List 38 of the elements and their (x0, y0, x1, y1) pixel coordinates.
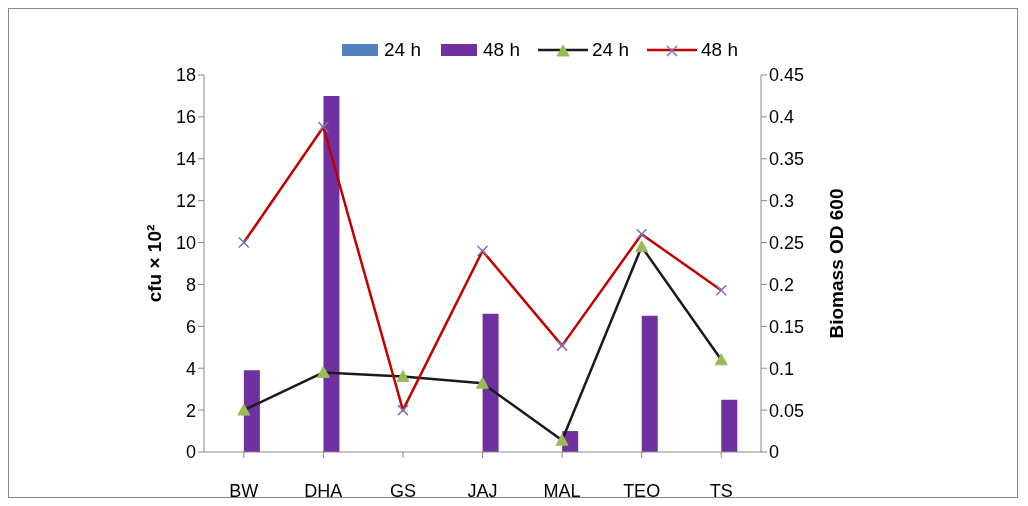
y2-tick-label: 0.2 (769, 274, 795, 295)
y-tick-label: 0 (185, 442, 196, 463)
bar (243, 370, 260, 452)
bar (482, 313, 499, 452)
y2-tick-label: 0.35 (769, 149, 805, 170)
y-tick-label: 4 (185, 358, 196, 379)
bar (641, 315, 658, 452)
x-tick-label: TS (709, 480, 733, 501)
x-tick-label: GS (389, 480, 416, 501)
y-tick-label: 6 (185, 316, 196, 337)
bar (721, 399, 738, 452)
x-tick-label: TEO (623, 480, 661, 501)
y-tick-label: 18 (175, 65, 196, 86)
y-tick-label: 2 (185, 400, 196, 421)
y2-tick-label: 0 (769, 442, 780, 463)
y-tick-label: 10 (175, 232, 196, 253)
y2-tick-label: 0.25 (769, 232, 805, 253)
y2-tick-label: 0.4 (769, 107, 795, 128)
y2-tick-label: 0.3 (769, 191, 795, 212)
legend-label: 48 h (483, 39, 520, 61)
legend-label: 24 h (384, 39, 422, 61)
y-tick-label: 16 (175, 107, 196, 128)
bar (323, 95, 340, 452)
y-tick-label: 14 (175, 149, 196, 170)
y2-tick-label: 0.05 (769, 400, 805, 421)
y-tick-label: 8 (185, 274, 196, 295)
y2-axis-title: Biomass OD 600 (825, 188, 847, 339)
y2-tick-label: 0.15 (769, 316, 805, 337)
legend-label: 24 h (592, 39, 629, 61)
legend-label: 48 h (700, 39, 738, 61)
x-tick-label: DHA (304, 480, 343, 501)
x-tick-label: MAL (543, 480, 581, 501)
x-tick-label: JAJ (467, 480, 498, 501)
y2-tick-label: 0.45 (769, 65, 805, 86)
y-axis-title: cfu × 10² (143, 224, 165, 303)
y2-tick-label: 0.1 (769, 358, 795, 379)
y-tick-label: 12 (175, 191, 196, 212)
x-tick-label: BW (229, 480, 259, 501)
